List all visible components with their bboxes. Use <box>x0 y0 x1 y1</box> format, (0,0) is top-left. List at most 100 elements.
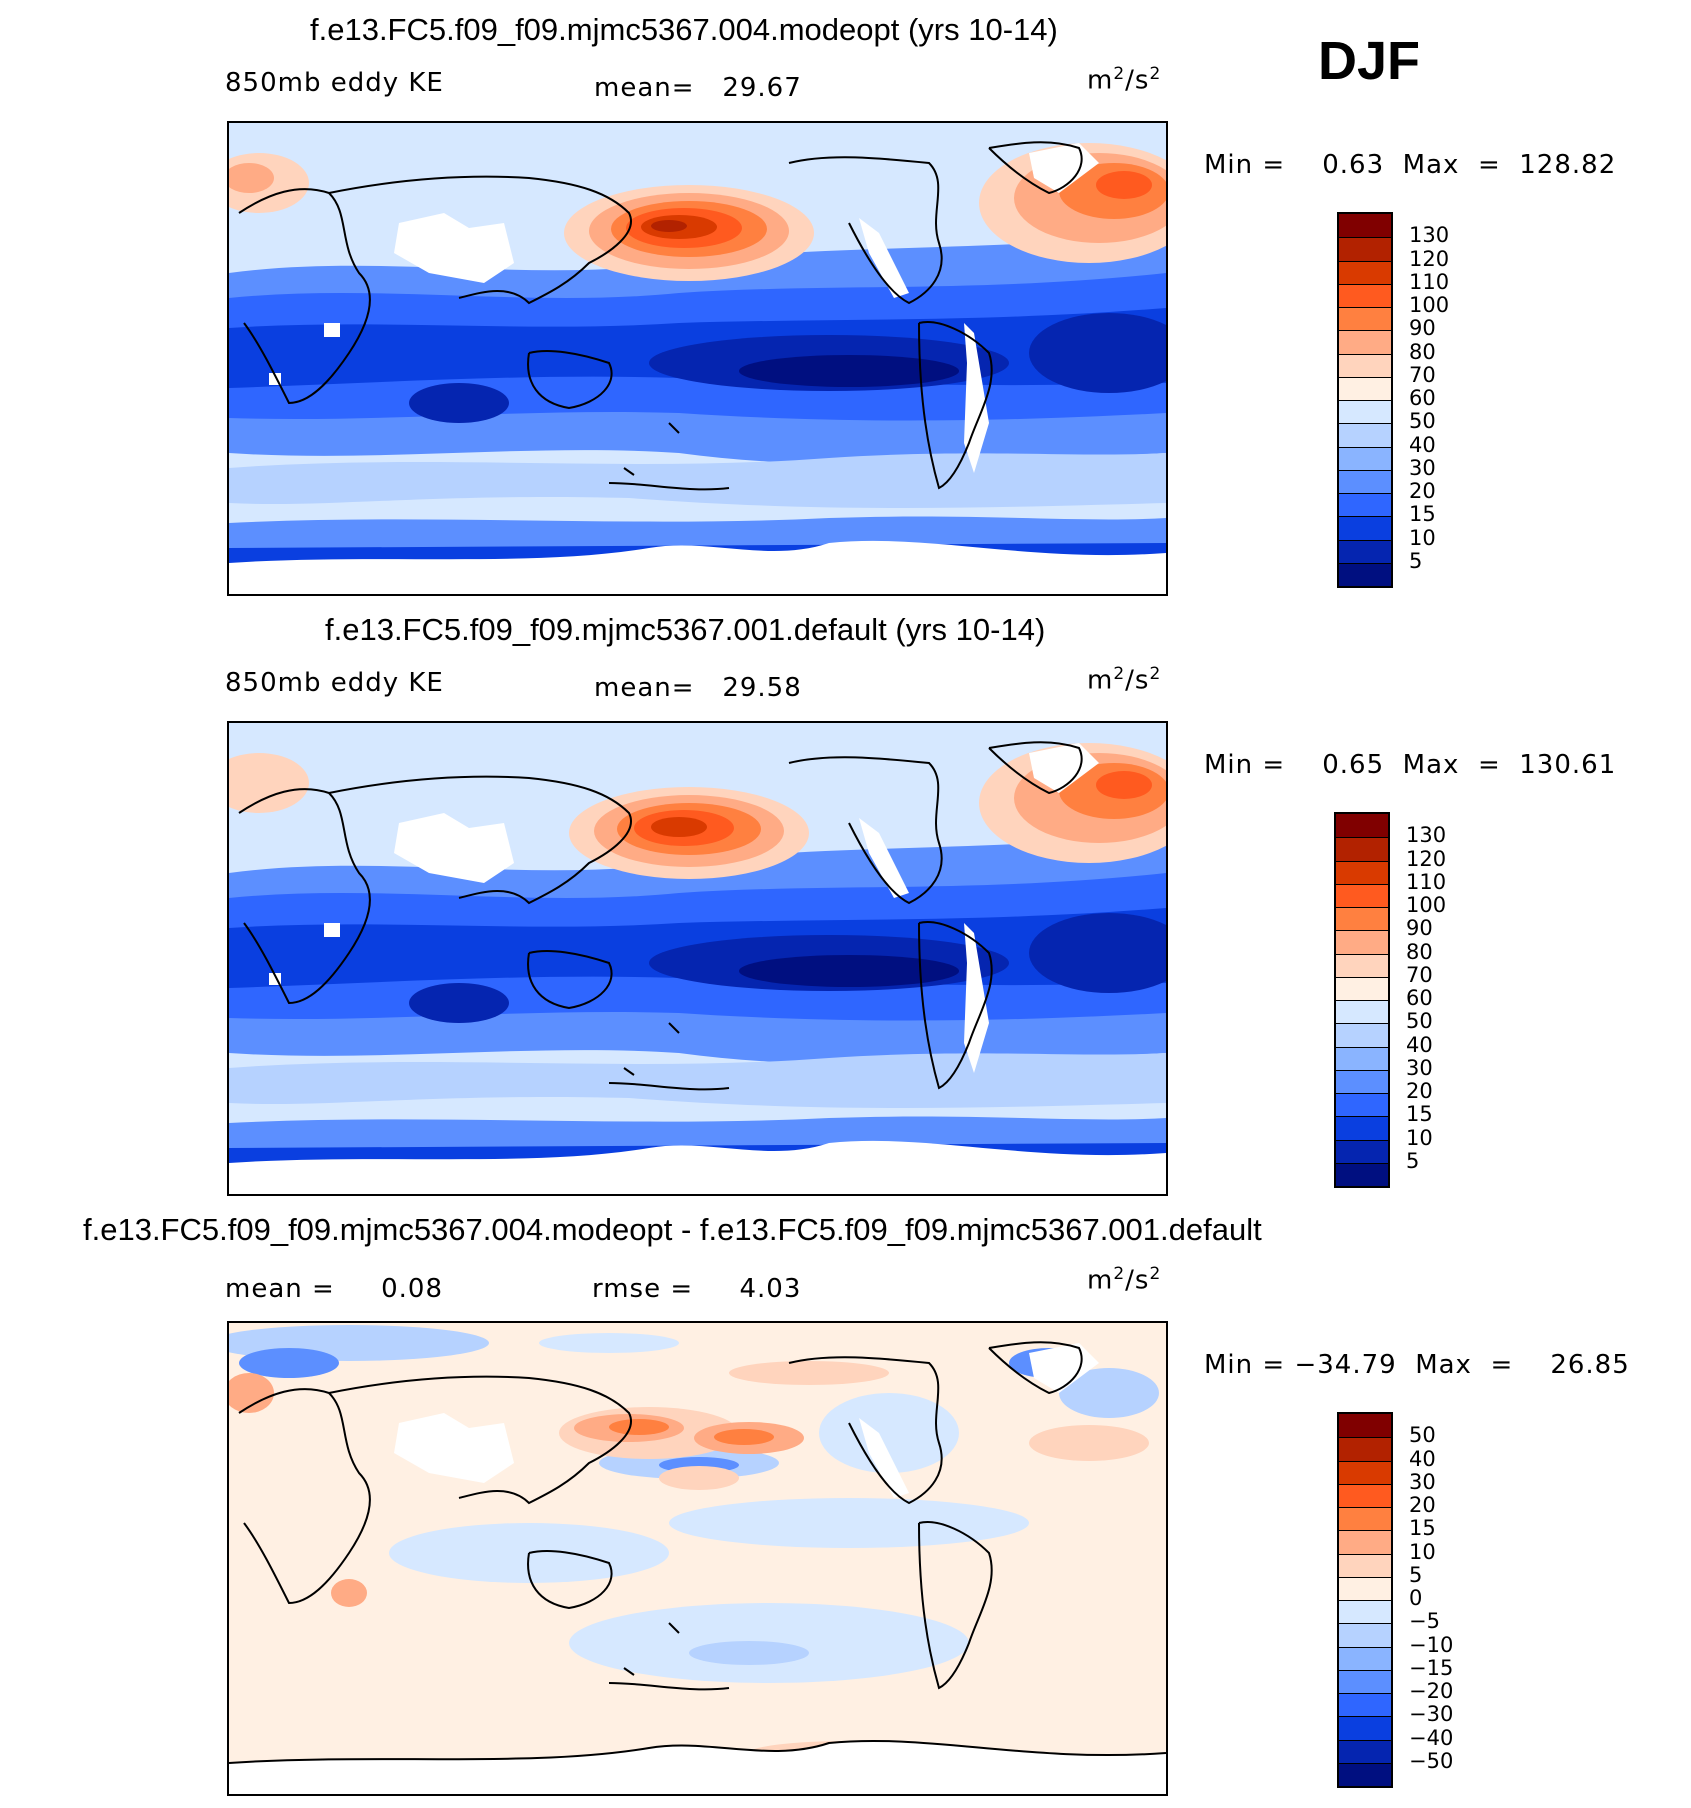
colorbar-segment <box>1339 307 1391 331</box>
panel2-colorbar-segments <box>1336 814 1388 1186</box>
colorbar-segment <box>1336 1000 1388 1024</box>
colorbar-segment <box>1336 930 1388 954</box>
colorbar-tick-label: 20 <box>1406 1079 1433 1103</box>
colorbar-tick-label: 80 <box>1406 939 1433 964</box>
colorbar-segment <box>1336 1139 1388 1163</box>
colorbar-tick-label: 5 <box>1406 1148 1420 1173</box>
colorbar-segment <box>1336 1116 1388 1140</box>
colorbar-tick-label: 5 <box>1409 1562 1423 1587</box>
colorbar-segment <box>1336 1069 1388 1093</box>
colorbar-segment <box>1339 516 1391 540</box>
colorbar-segment <box>1339 1576 1391 1600</box>
colorbar-segment <box>1336 1162 1388 1186</box>
colorbar-segment <box>1336 860 1388 884</box>
colorbar-tick-label: 100 <box>1406 893 1447 917</box>
colorbar-tick-label: 70 <box>1409 362 1436 387</box>
panel1-title: f.e13.FC5.f09_f09.mjmc5367.004.modeopt (… <box>310 12 1058 47</box>
panel1-colorbar-labels: 130 120 110 100 90 80 70 60 50 40 30 20 15 10 5 <box>1409 212 1489 588</box>
colorbar-tick-label: 15 <box>1406 1102 1433 1127</box>
colorbar-tick-label: 50 <box>1406 1009 1433 1034</box>
panel1-map <box>227 121 1168 596</box>
panel1-variable: 850mb eddy KE <box>225 68 444 98</box>
panel2-colorbar-labels: 130 120 110 100 90 80 70 60 50 40 30 20 15 10 5 <box>1406 812 1486 1188</box>
colorbar-tick-label: −20 <box>1409 1679 1454 1703</box>
colorbar-segment <box>1336 976 1388 1000</box>
panel1-map-field <box>229 123 1166 594</box>
colorbar-tick-label: 110 <box>1409 269 1450 294</box>
colorbar-segment <box>1339 376 1391 400</box>
colorbar-segment <box>1339 1483 1391 1507</box>
colorbar-segment <box>1339 1460 1391 1484</box>
colorbar-tick-label: −5 <box>1409 1609 1440 1634</box>
colorbar-tick-label: 60 <box>1409 386 1436 410</box>
colorbar-segment <box>1339 353 1391 377</box>
colorbar-segment <box>1336 1046 1388 1070</box>
colorbar-tick-label: 130 <box>1409 223 1450 248</box>
panel2-minmax: Min = 0.65 Max = 130.61 <box>1204 750 1617 780</box>
colorbar-tick-label: 30 <box>1409 455 1436 480</box>
colorbar-segment <box>1339 1623 1391 1647</box>
colorbar-tick-label: 120 <box>1406 846 1447 871</box>
colorbar-tick-label: 0 <box>1409 1586 1423 1610</box>
colorbar-segment <box>1339 469 1391 493</box>
colorbar-segment <box>1339 283 1391 307</box>
colorbar-segment <box>1336 883 1388 907</box>
colorbar-tick-label: −50 <box>1409 1748 1454 1773</box>
panel1-minmax: Min = 0.63 Max = 128.82 <box>1204 150 1617 180</box>
colorbar-tick-label: 90 <box>1406 916 1433 941</box>
colorbar-segment <box>1339 1414 1391 1438</box>
panel3-units: m2/s2 <box>1087 1264 1162 1296</box>
colorbar-tick-label: 10 <box>1409 1539 1436 1564</box>
panel2-map <box>227 721 1168 1196</box>
colorbar-segment <box>1339 1669 1391 1693</box>
colorbar-tick-label: 20 <box>1409 479 1436 503</box>
colorbar-segment <box>1339 562 1391 586</box>
colorbar-segment <box>1339 446 1391 470</box>
colorbar-tick-label: 110 <box>1406 869 1447 894</box>
colorbar-tick-label: 30 <box>1406 1055 1433 1080</box>
colorbar-segment <box>1336 1093 1388 1117</box>
colorbar-tick-label: 15 <box>1409 1516 1436 1541</box>
panel3-colorbar <box>1337 1412 1393 1788</box>
colorbar-segment <box>1339 1600 1391 1624</box>
colorbar-segment <box>1339 423 1391 447</box>
colorbar-segment <box>1339 214 1391 238</box>
colorbar-segment <box>1339 1762 1391 1786</box>
colorbar-tick-label: 30 <box>1409 1469 1436 1494</box>
panel3-colorbar-segments <box>1339 1414 1391 1786</box>
colorbar-tick-label: 10 <box>1409 525 1436 550</box>
colorbar-tick-label: 100 <box>1409 293 1450 317</box>
colorbar-tick-label: 15 <box>1409 502 1436 527</box>
panel2-variable: 850mb eddy KE <box>225 668 444 698</box>
panel1-mean: mean= 29.67 <box>594 73 802 103</box>
colorbar-tick-label: −15 <box>1409 1655 1454 1680</box>
colorbar-tick-label: 40 <box>1409 432 1436 457</box>
panel3-title: f.e13.FC5.f09_f09.mjmc5367.004.modeopt -… <box>83 1212 1262 1247</box>
colorbar-tick-label: −30 <box>1409 1702 1454 1727</box>
colorbar-tick-label: 40 <box>1409 1446 1436 1471</box>
colorbar-segment <box>1339 1553 1391 1577</box>
colorbar-segment <box>1336 837 1388 861</box>
colorbar-tick-label: 90 <box>1409 316 1436 341</box>
colorbar-tick-label: 10 <box>1406 1125 1433 1150</box>
colorbar-segment <box>1339 1693 1391 1717</box>
panel2-colorbar <box>1334 812 1390 1188</box>
colorbar-tick-label: 50 <box>1409 1423 1436 1448</box>
panel3-colorbar-labels: 50 40 30 20 15 10 5 0 −5 −10 −15 −20 −30 −40 −50 <box>1409 1412 1489 1788</box>
panel3-rmse: rmse = 4.03 <box>592 1274 802 1304</box>
panel2-title: f.e13.FC5.f09_f09.mjmc5367.001.default (… <box>325 612 1046 647</box>
colorbar-segment <box>1336 953 1388 977</box>
season-label: DJF <box>1318 31 1421 91</box>
panel1-colorbar-segments <box>1339 214 1391 586</box>
colorbar-segment <box>1339 493 1391 517</box>
panel1-units: m2/s2 <box>1087 64 1162 96</box>
colorbar-segment <box>1339 1437 1391 1461</box>
colorbar-segment <box>1339 1739 1391 1763</box>
colorbar-tick-label: 5 <box>1409 548 1423 573</box>
colorbar-tick-label: 80 <box>1409 339 1436 364</box>
colorbar-segment <box>1339 260 1391 284</box>
colorbar-tick-label: 20 <box>1409 1493 1436 1517</box>
colorbar-segment <box>1339 539 1391 563</box>
colorbar-segment <box>1336 814 1388 838</box>
colorbar-segment <box>1336 907 1388 931</box>
